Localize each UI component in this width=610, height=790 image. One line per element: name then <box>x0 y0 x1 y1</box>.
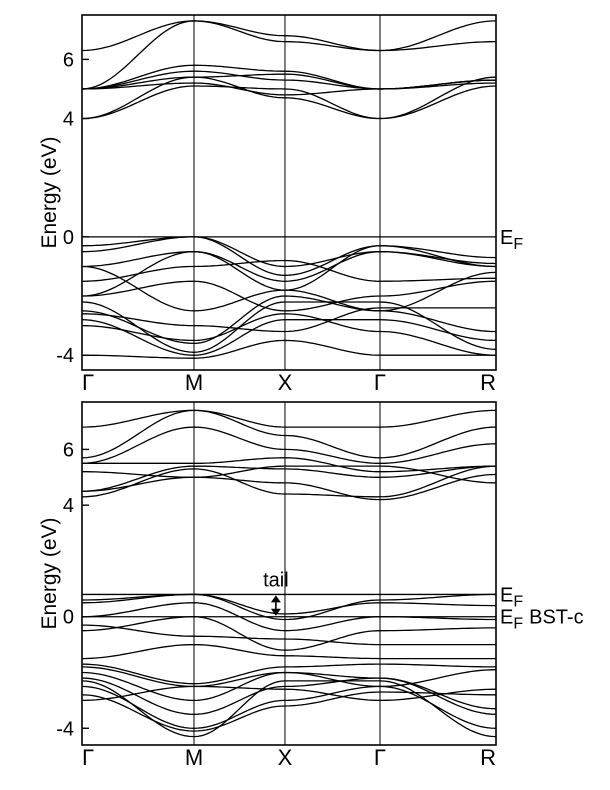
band-line <box>82 70 496 90</box>
band-line <box>82 301 496 353</box>
band-line <box>82 64 496 90</box>
band-line <box>82 307 496 333</box>
y-tick-label: 4 <box>63 495 74 517</box>
band-line <box>82 624 496 646</box>
fermi-level-label: EF <box>500 227 523 253</box>
band-line <box>82 666 496 688</box>
band-line <box>82 313 496 356</box>
band-line <box>82 465 496 484</box>
band-line <box>82 677 496 715</box>
band-line <box>82 295 496 345</box>
bands <box>82 20 496 359</box>
bands <box>82 409 496 738</box>
y-tick-label: 6 <box>63 439 74 461</box>
y-tick-label: 0 <box>63 227 74 249</box>
band-line <box>82 616 496 651</box>
band-line <box>82 20 496 90</box>
band-line <box>82 259 496 282</box>
tail-annotation: tail <box>263 569 289 616</box>
tail-arrow-head-up <box>270 595 281 603</box>
tail-arrow-head-down <box>270 608 281 616</box>
y-tick-label: 0 <box>63 607 74 629</box>
kpoint-label: Γ <box>82 745 94 770</box>
band-panel-1: -4 0 4 6 Energy (eV) Γ M X Γ R EF <box>38 14 523 395</box>
band-line <box>82 409 496 428</box>
fermi-level-label: EF BST-c <box>500 607 584 633</box>
band-line <box>82 465 496 492</box>
tail-label: tail <box>263 569 289 591</box>
kpoint-label: Γ <box>374 370 386 395</box>
y-tick-label: -4 <box>56 718 74 740</box>
band-line <box>82 409 496 459</box>
band-line <box>82 691 496 732</box>
band-line <box>82 339 496 359</box>
band-line <box>82 319 496 356</box>
band-line <box>82 663 496 685</box>
plot-frame <box>81 14 497 371</box>
band-line <box>82 643 496 660</box>
y-tick-label: -4 <box>56 345 74 367</box>
kpoint-label: R <box>480 745 496 770</box>
band-line <box>82 593 496 615</box>
y-tick-label: 4 <box>63 109 74 131</box>
band-line <box>82 76 496 120</box>
band-line <box>82 602 496 632</box>
kpoint-label: M <box>185 745 203 770</box>
band-line <box>82 245 496 297</box>
fermi-level-lines <box>82 593 496 618</box>
band-line <box>82 251 496 282</box>
band-line <box>82 685 496 702</box>
band-line <box>82 426 496 464</box>
y-tick-label: 6 <box>63 49 74 71</box>
band-line <box>82 280 496 312</box>
band-line <box>82 473 496 501</box>
band-line <box>82 236 496 268</box>
plot-frame <box>81 401 497 746</box>
y-axis-label: Energy (eV) <box>38 517 61 629</box>
band-line <box>82 265 496 312</box>
kpoint-label: Γ <box>374 745 386 770</box>
band-line <box>82 465 496 498</box>
kpoint-label: X <box>278 745 293 770</box>
kpoint-label: X <box>278 370 293 395</box>
kpoint-label: R <box>480 370 496 395</box>
y-axis-label: Energy (eV) <box>38 136 61 248</box>
band-line <box>82 593 496 621</box>
kpoint-label: Γ <box>82 370 94 395</box>
band-line <box>82 76 496 120</box>
band-line <box>82 685 496 729</box>
kpoint-label: M <box>185 370 203 395</box>
fermi-level-label: EF <box>500 584 523 610</box>
band-line <box>82 20 496 52</box>
band-line <box>82 671 496 715</box>
band-line <box>82 236 496 276</box>
